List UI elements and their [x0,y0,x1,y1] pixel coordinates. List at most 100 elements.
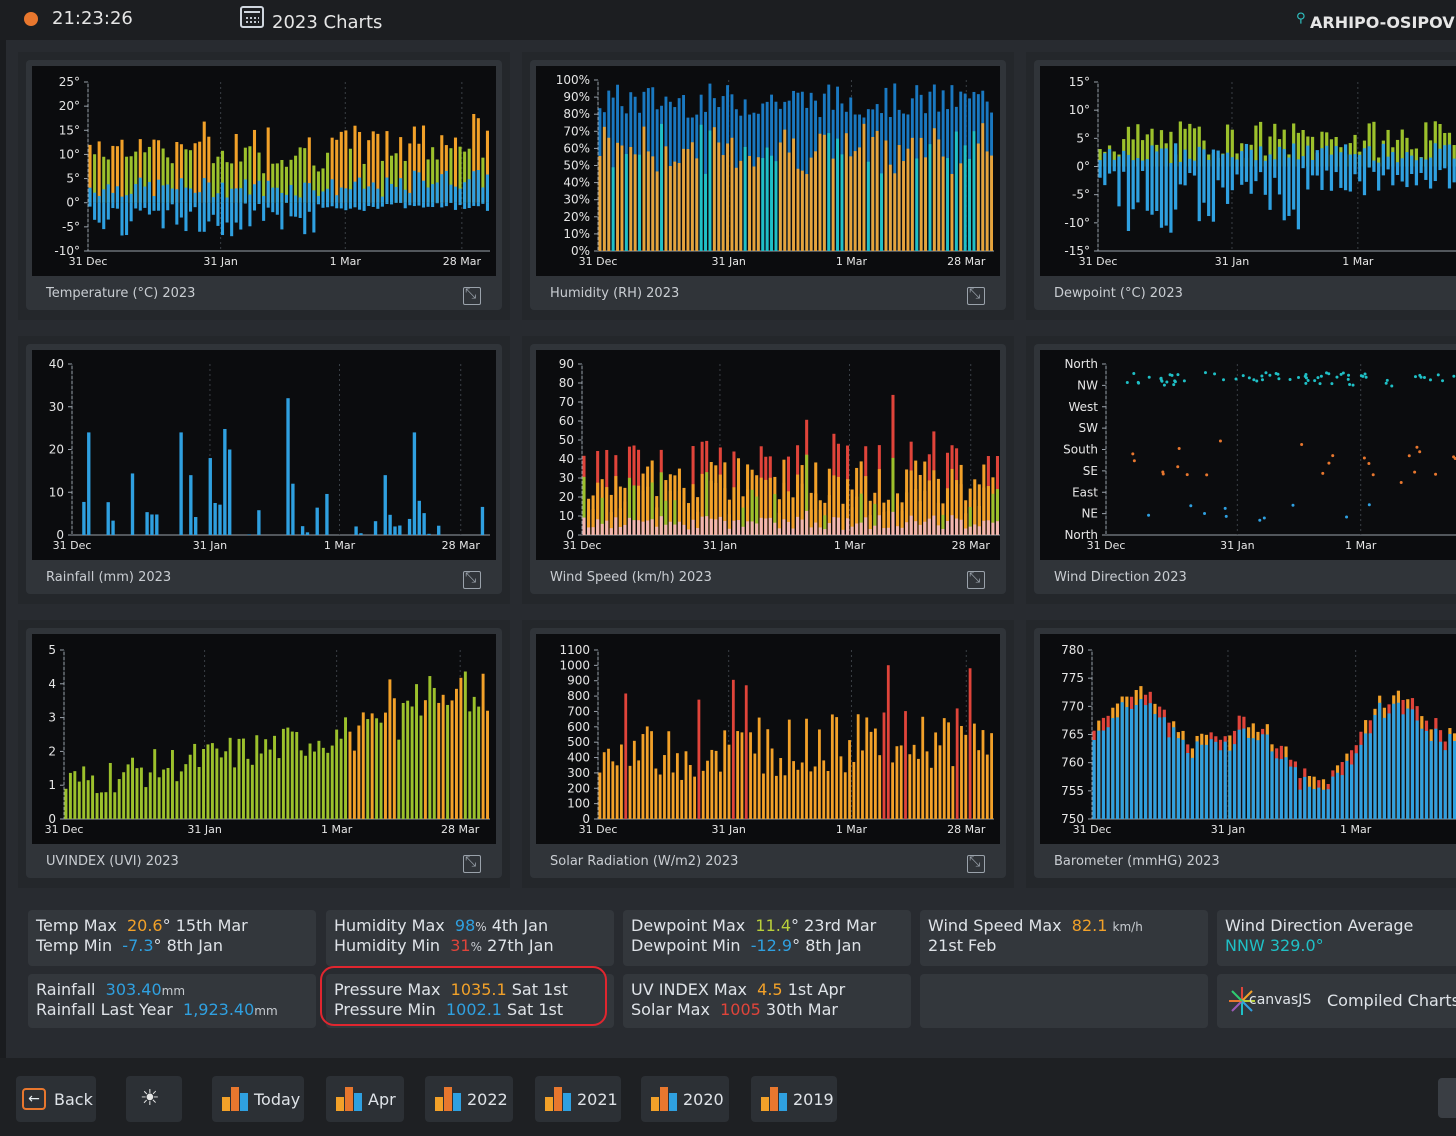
bar [759,477,763,535]
y-tick-label: 0° [1076,160,1090,174]
year-2019-button[interactable]: 2019 [751,1076,837,1122]
expand-icon[interactable] [463,286,481,305]
bar [304,755,308,819]
bar [250,764,254,819]
bar [1183,166,1187,186]
bar [211,197,215,203]
bar [1354,753,1358,819]
bar [129,193,133,203]
chart-title: Temperature (°C) 2023 [46,286,196,301]
bar [399,178,403,203]
bar [1117,166,1121,207]
bar [800,762,804,819]
scatter-point [1203,371,1207,375]
year-label: 2019 [793,1090,834,1109]
bar [417,172,421,203]
bar [932,128,936,251]
bar [1331,776,1335,819]
bar [120,139,124,203]
bar [126,764,130,819]
bar [1282,129,1286,167]
scatter-point [1428,378,1432,382]
bar [1150,145,1154,167]
bar [664,146,668,251]
apr-button[interactable]: Apr [326,1076,404,1122]
bar [748,155,751,251]
y-tick-label: 60% [563,141,590,155]
bar [239,161,243,203]
y-tick-label: 0 [48,812,56,826]
y-tick-label: West [1068,400,1098,414]
bar [1400,166,1404,182]
y-tick-label: 4 [48,677,56,691]
bar [1115,717,1120,819]
y-tick-label: 70% [563,124,590,138]
expand-icon[interactable] [463,570,481,589]
bar [1452,145,1456,167]
year-label: 2020 [683,1090,724,1109]
x-tick-label: 28 Mar [952,539,991,552]
scatter-point [1131,452,1135,456]
bar [344,202,348,211]
x-tick-label: 31 Jan [711,823,745,836]
x-tick-label: 1 Mar [836,255,868,268]
bar [902,161,905,251]
bar [224,751,228,819]
bar [131,757,134,819]
y-tick-label: 50 [559,433,574,447]
bar [727,528,731,535]
bar [1230,157,1234,167]
bar [1268,154,1272,167]
today-button[interactable]: Today [212,1076,304,1122]
bar [252,184,257,203]
bar [991,522,995,535]
bar [1292,166,1296,210]
canvasjs-brand: canvasJS [1249,992,1312,1008]
bar [719,771,722,819]
bar [899,745,903,819]
x-tick-label: 31 Dec [579,255,618,268]
year-2021-button[interactable]: 2021 [535,1076,621,1122]
bar [777,512,781,535]
bar [161,185,165,203]
bar [1298,789,1302,819]
bar [1378,702,1382,819]
bar [359,533,363,535]
bar [234,202,238,223]
bar [932,515,936,535]
bar [1225,166,1230,204]
bar [826,770,830,819]
side-tab[interactable] [1438,1078,1456,1118]
bar [421,202,426,208]
bar [344,130,348,203]
bar [1244,166,1249,182]
theme-toggle-button[interactable]: ☀ [126,1076,182,1122]
bar [602,126,606,251]
scatter-point [1304,373,1308,377]
expand-icon[interactable] [967,570,985,589]
bar [809,527,813,535]
bar [1392,703,1396,819]
bar [848,740,851,819]
year-2020-button[interactable]: 2020 [641,1076,729,1122]
bar [1232,744,1237,819]
back-button[interactable]: ← Back [16,1076,96,1122]
bar [1424,730,1429,819]
bar [453,202,458,210]
bar [393,526,397,535]
bar [481,202,485,204]
bar [831,158,835,251]
bar [312,165,316,203]
y-tick-label: NW [1077,378,1098,392]
bar [294,195,298,203]
scatter-point [1318,382,1322,386]
bar [982,520,986,535]
expand-icon[interactable] [463,854,481,873]
year-2022-button[interactable]: 2022 [425,1076,513,1122]
expand-icon[interactable] [967,286,985,305]
bar [624,693,628,819]
bar [709,480,713,535]
bar [596,482,600,535]
expand-icon[interactable] [967,854,985,873]
bar [134,202,138,209]
